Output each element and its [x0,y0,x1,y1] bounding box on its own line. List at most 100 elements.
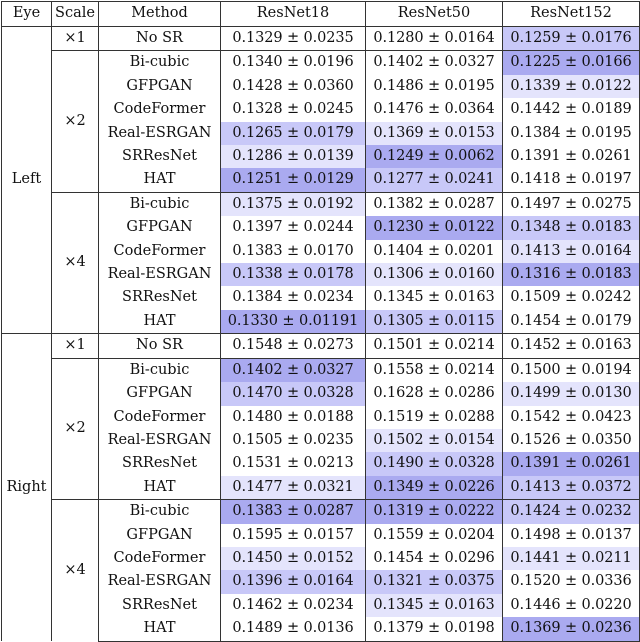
table-row: Real-ESRGAN 0.1505 ± 0.0235 0.1502 ± 0.015… [2,428,640,453]
scale-label: ×2 [51,357,99,500]
cell-resnet18: 0.1462 ± 0.0234 [220,593,366,618]
cell-resnet18: 0.1329 ± 0.0235 [220,25,366,51]
header-row: Eye Scale Method ResNet18 ResNet50 ResNe… [1,1,640,27]
cell-resnet152: 0.1452 ± 0.0163 [502,333,640,359]
scale-label: ×2 [51,50,99,193]
cell-resnet18: 0.1340 ± 0.0196 [220,50,366,75]
cell-resnet18: 0.1477 ± 0.0321 [220,475,366,500]
table-row: CodeFormer 0.1450 ± 0.0152 0.1454 ± 0.0296… [2,546,640,571]
scale-label: ×1 [51,333,99,359]
cell-resnet18: 0.1397 ± 0.0244 [220,216,366,240]
method-name: Bi-cubic [98,50,221,75]
cell-resnet18: 0.1330 ± 0.01191 [220,309,366,334]
cell-resnet50: 0.1349 ± 0.0226 [365,475,503,500]
table-row: Real-ESRGAN 0.1265 ± 0.0179 0.1369 ± 0.015… [2,121,640,146]
method-name: No SR [98,25,221,51]
cell-resnet18: 0.1489 ± 0.0136 [220,617,366,642]
cell-resnet18: 0.1505 ± 0.0235 [220,428,366,453]
method-name: Real-ESRGAN [98,121,221,146]
method-name: GFPGAN [98,382,221,406]
cell-resnet50: 0.1345 ± 0.0163 [365,593,503,618]
table-row: SRResNet 0.1462 ± 0.0234 0.1345 ± 0.0163 0.… [2,593,640,618]
method-name: SRResNet [98,286,221,310]
cell-resnet152: 0.1446 ± 0.0220 [502,593,640,618]
table-row: GFPGAN 0.1428 ± 0.0360 0.1486 ± 0.0195 0.13… [2,74,640,99]
cell-resnet152: 0.1316 ± 0.0183 [502,263,640,287]
method-name: CodeFormer [98,98,221,122]
table-row: HAT 0.1477 ± 0.0321 0.1349 ± 0.0226 0.1413 … [2,475,640,500]
cell-resnet152: 0.1391 ± 0.0261 [502,452,640,476]
table-row: SRResNet 0.1286 ± 0.0139 0.1249 ± 0.0062 0.… [2,145,640,169]
table-row: GFPGAN 0.1470 ± 0.0328 0.1628 ± 0.0286 0.14… [2,382,640,406]
cell-resnet50: 0.1486 ± 0.0195 [365,74,503,99]
cell-resnet50: 0.1319 ± 0.0222 [365,499,503,524]
table-body: Left ×1 No SR 0.1329 ± 0.0235 0.1280 ± 0.016… [1,25,640,642]
cell-resnet50: 0.1519 ± 0.0288 [365,405,503,429]
cell-resnet152: 0.1413 ± 0.0164 [502,239,640,264]
method-name: GFPGAN [98,216,221,240]
cell-resnet50: 0.1230 ± 0.0122 [365,216,503,240]
scale-label: ×4 [51,191,99,334]
table-row: GFPGAN 0.1595 ± 0.0157 0.1559 ± 0.0204 0.14… [2,523,640,547]
cell-resnet50: 0.1382 ± 0.0287 [365,191,503,217]
method-name: No SR [98,333,221,359]
cell-resnet18: 0.1450 ± 0.0152 [220,546,366,571]
cell-resnet50: 0.1280 ± 0.0164 [365,25,503,51]
cell-resnet152: 0.1339 ± 0.0122 [502,74,640,99]
method-name: CodeFormer [98,239,221,264]
cell-resnet50: 0.1502 ± 0.0154 [365,428,503,453]
cell-resnet18: 0.1428 ± 0.0360 [220,74,366,99]
cell-resnet50: 0.1404 ± 0.0201 [365,239,503,264]
method-name: CodeFormer [98,405,221,429]
table-row: ×2 Bi-cubic 0.1340 ± 0.0196 0.1402 ± 0.0327… [2,50,640,193]
method-name: HAT [98,309,221,334]
cell-resnet152: 0.1526 ± 0.0350 [502,428,640,453]
cell-resnet152: 0.1424 ± 0.0232 [502,499,640,524]
header-scale: Scale [51,1,99,27]
method-name: SRResNet [98,593,221,618]
cell-resnet50: 0.1345 ± 0.0163 [365,286,503,310]
table-row: ×4 Bi-cubic 0.1383 ± 0.0287 0.1319 ± 0.0222… [2,499,640,642]
cell-resnet18: 0.1402 ± 0.0327 [220,357,366,383]
cell-resnet50: 0.1454 ± 0.0296 [365,546,503,571]
cell-resnet18: 0.1338 ± 0.0178 [220,263,366,287]
cell-resnet152: 0.1454 ± 0.0179 [502,309,640,334]
cell-resnet50: 0.1306 ± 0.0160 [365,263,503,287]
method-name: HAT [98,475,221,500]
table-row: CodeFormer 0.1383 ± 0.0170 0.1404 ± 0.0201… [2,239,640,264]
cell-resnet18: 0.1383 ± 0.0170 [220,239,366,264]
method-name: CodeFormer [98,546,221,571]
cell-resnet152: 0.1418 ± 0.0197 [502,168,640,193]
cell-resnet152: 0.1497 ± 0.0275 [502,191,640,217]
cell-resnet18: 0.1595 ± 0.0157 [220,523,366,547]
cell-resnet50: 0.1558 ± 0.0214 [365,357,503,383]
cell-resnet152: 0.1498 ± 0.0137 [502,523,640,547]
method-name: Real-ESRGAN [98,263,221,287]
cell-resnet50: 0.1628 ± 0.0286 [365,382,503,406]
header-resnet50: ResNet50 [365,1,503,27]
table-row: SRResNet 0.1384 ± 0.0234 0.1345 ± 0.0163 0.… [2,286,640,310]
cell-resnet152: 0.1384 ± 0.0195 [502,121,640,146]
table-row: CodeFormer 0.1480 ± 0.0188 0.1519 ± 0.0288… [2,405,640,429]
table-row: Real-ESRGAN 0.1396 ± 0.0164 0.1321 ± 0.037… [2,570,640,594]
cell-resnet18: 0.1286 ± 0.0139 [220,145,366,169]
scale-label: ×1 [51,25,99,51]
header-eye: Eye [1,1,52,27]
cell-resnet18: 0.1383 ± 0.0287 [220,499,366,524]
header-resnet152: ResNet152 [502,1,640,27]
cell-resnet50: 0.1490 ± 0.0328 [365,452,503,476]
cell-resnet18: 0.1396 ± 0.0164 [220,570,366,594]
cell-resnet152: 0.1225 ± 0.0166 [502,50,640,75]
table-row: CodeFormer 0.1328 ± 0.0245 0.1476 ± 0.0364… [2,98,640,122]
method-name: HAT [98,617,221,642]
table-row: HAT 0.1330 ± 0.01191 0.1305 ± 0.0115 0.1454… [2,309,640,334]
cell-resnet18: 0.1265 ± 0.0179 [220,121,366,146]
cell-resnet152: 0.1442 ± 0.0189 [502,98,640,122]
table-row: Real-ESRGAN 0.1338 ± 0.0178 0.1306 ± 0.016… [2,263,640,287]
cell-resnet152: 0.1391 ± 0.0261 [502,145,640,169]
table-row: ×4 Bi-cubic 0.1375 ± 0.0192 0.1382 ± 0.0287… [2,191,640,334]
cell-resnet152: 0.1509 ± 0.0242 [502,286,640,310]
scale-label: ×4 [51,499,99,642]
cell-resnet50: 0.1277 ± 0.0241 [365,168,503,193]
